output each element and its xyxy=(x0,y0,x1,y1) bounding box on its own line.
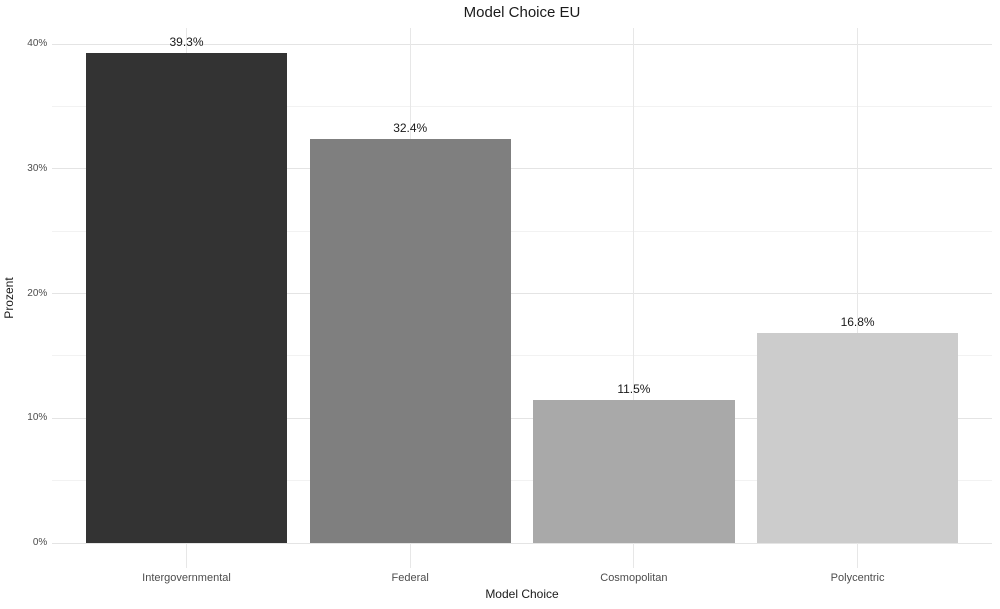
bar-intergovernmental xyxy=(85,52,288,543)
y-tick-label-20: 20% xyxy=(27,287,48,299)
gridline-minor-y25 xyxy=(52,230,992,232)
x-axis-title: Model Choice xyxy=(485,587,559,601)
gridline-major-y40 xyxy=(52,43,992,45)
gridline-major-y20 xyxy=(52,293,992,294)
gridline-major-y30 xyxy=(52,168,992,170)
y-tick-label-40: 40% xyxy=(27,38,48,49)
x-tick-label-polycentric: Polycentric xyxy=(830,572,885,584)
gridline-major-y0 xyxy=(52,542,992,544)
bar-federal xyxy=(309,138,511,543)
x-tick-label-federal: Federal xyxy=(391,572,429,584)
bar-value-label-federal: 32.4% xyxy=(393,120,428,135)
y-tick-label-0: 0% xyxy=(32,537,48,548)
gridline-minor-y5 xyxy=(52,480,992,482)
bar-value-label-cosmopolitan: 11.5% xyxy=(617,381,651,396)
bar-polycentric xyxy=(756,333,959,543)
y-tick-label-30: 30% xyxy=(27,162,48,174)
x-tick-label-cosmopolitan: Cosmopolitan xyxy=(600,572,668,584)
gridline-x-polycentric xyxy=(857,28,859,568)
gridline-major-y10 xyxy=(52,417,992,419)
gridline-minor-y35 xyxy=(52,105,992,107)
gridline-minor-y15 xyxy=(52,355,992,357)
bar-cosmopolitan xyxy=(533,399,735,543)
bar-value-label-polycentric: 16.8% xyxy=(840,315,875,330)
gridline-x-cosmopolitan xyxy=(633,28,635,568)
chart-title: Model Choice EU xyxy=(463,4,581,21)
y-tick-label-10: 10% xyxy=(27,412,48,424)
x-tick-label-intergovernmental: Intergovernmental xyxy=(142,572,231,584)
bar-value-label-intergovernmental: 39.3% xyxy=(169,34,204,49)
